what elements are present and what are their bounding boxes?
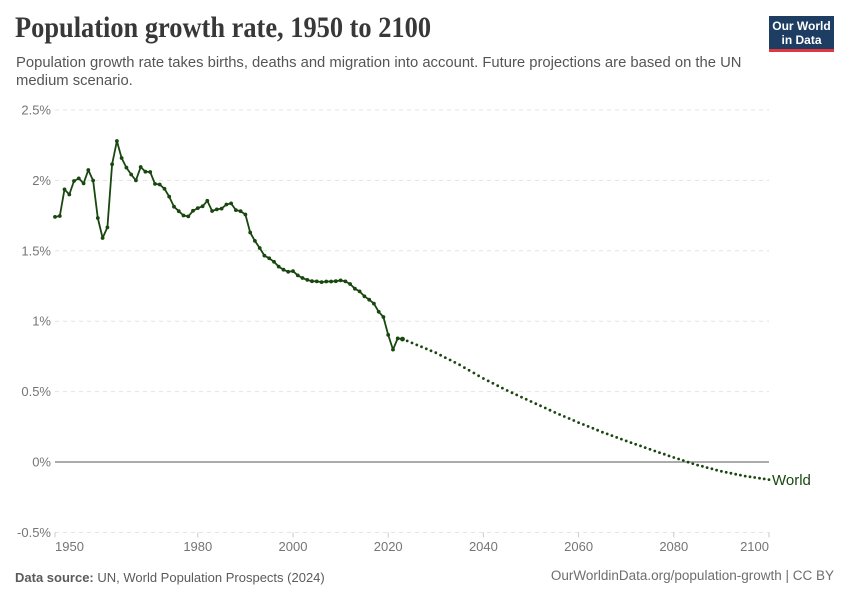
- svg-text:0%: 0%: [32, 455, 51, 470]
- svg-text:2020: 2020: [374, 539, 403, 554]
- svg-text:2%: 2%: [32, 173, 51, 188]
- svg-text:1980: 1980: [183, 539, 212, 554]
- svg-text:2100: 2100: [740, 539, 769, 554]
- svg-text:2000: 2000: [279, 539, 308, 554]
- svg-text:-0.5%: -0.5%: [17, 525, 51, 540]
- svg-text:2040: 2040: [469, 539, 498, 554]
- svg-text:2060: 2060: [564, 539, 593, 554]
- svg-text:2080: 2080: [659, 539, 688, 554]
- svg-text:1%: 1%: [32, 314, 51, 329]
- svg-text:1950: 1950: [55, 539, 84, 554]
- svg-text:0.5%: 0.5%: [21, 384, 51, 399]
- svg-text:World: World: [772, 472, 811, 489]
- svg-text:2.5%: 2.5%: [21, 103, 51, 118]
- svg-text:1.5%: 1.5%: [21, 243, 51, 258]
